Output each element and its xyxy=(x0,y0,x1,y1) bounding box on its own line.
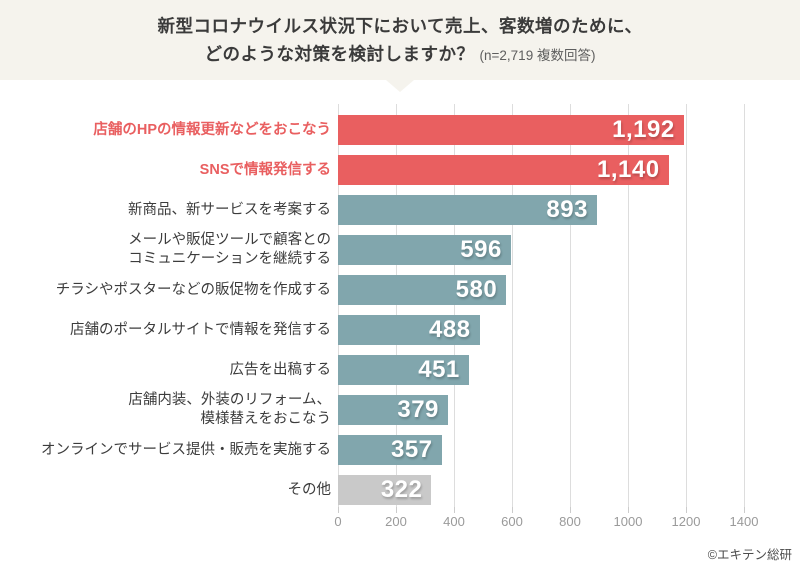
bar-value-label: 357 xyxy=(390,436,433,463)
axis-tick-label: 1400 xyxy=(729,514,759,529)
chart-row: 店舗内装、外装のリフォーム、 模様替えをおこなう 379 xyxy=(0,390,800,430)
bar-value-label: 893 xyxy=(546,196,588,223)
bar: 596 xyxy=(338,235,511,265)
axis-tick-label: 600 xyxy=(501,514,523,529)
category-label: 店舗のHPの情報更新などをおこなう xyxy=(93,121,331,138)
chart-row: SNSで情報発信する 1,140 xyxy=(0,150,800,190)
chart-title: 新型コロナウイルス状況下において売上、客数増のために、 どのような対策を検討しま… xyxy=(158,11,643,69)
bar-value-label: 322 xyxy=(380,476,423,503)
category-label: メールや販促ツールで顧客との コミュニケーションを継続する xyxy=(128,232,331,267)
bar-value-label: 488 xyxy=(428,316,471,343)
category-label: 広告を出稿する xyxy=(229,361,332,378)
bar: 580 xyxy=(338,275,507,305)
grid-line-800 xyxy=(570,104,571,507)
bar: 488 xyxy=(338,315,480,345)
grid-line-200 xyxy=(396,104,397,507)
grid-line-1200 xyxy=(686,104,687,507)
bar: 451 xyxy=(338,355,469,385)
bar-value-label: 1,192 xyxy=(612,116,675,143)
sample-size-note: (n=2,719 複数回答) xyxy=(479,48,596,63)
chart-row: 広告を出稿する 451 xyxy=(0,350,800,390)
chart-row: 新商品、新サービスを考案する 893 xyxy=(0,190,800,230)
bar: 357 xyxy=(338,435,442,465)
chart-title-text-2: どのような対策を検討しますか？ xyxy=(204,44,475,64)
chart-row: 店舗のポータルサイトで情報を発信する 488 xyxy=(0,310,800,350)
chart-row: 店舗のHPの情報更新などをおこなう 1,192 xyxy=(0,110,800,150)
axis-tick-mark-0 xyxy=(338,507,339,513)
grid-line-400 xyxy=(454,104,455,507)
chart-row: その他 322 xyxy=(0,470,800,510)
chart-row: オンラインでサービス提供・販売を実施する 357 xyxy=(0,430,800,470)
bar-value-label: 379 xyxy=(397,396,439,423)
axis-tick-mark-800 xyxy=(570,507,571,513)
category-label: 店舗内装、外装のリフォーム、 模様替えをおこなう xyxy=(128,392,331,427)
bar: 893 xyxy=(338,195,597,225)
axis-tick-label: 800 xyxy=(559,514,581,529)
axis-tick-label: 0 xyxy=(334,514,342,529)
axis-tick-mark-200 xyxy=(396,507,397,513)
axis-tick-mark-1400 xyxy=(744,507,745,513)
axis-tick-mark-1200 xyxy=(686,507,687,513)
gridlines xyxy=(338,104,768,507)
grid-line-600 xyxy=(512,104,513,507)
category-label: チラシやポスターなどの販促物を作成する xyxy=(55,281,331,298)
bar: 322 xyxy=(338,475,432,505)
axis-tick-mark-400 xyxy=(454,507,455,513)
bar-value-label: 1,140 xyxy=(597,156,660,183)
category-label: SNSで情報発信する xyxy=(199,161,331,178)
bar: 379 xyxy=(338,395,448,425)
chart-header: 新型コロナウイルス状況下において売上、客数増のために、 どのような対策を検討しま… xyxy=(0,0,800,80)
category-label: オンラインでサービス提供・販売を実施する xyxy=(41,441,331,458)
header-notch-triangle xyxy=(386,80,414,92)
bar-value-label: 451 xyxy=(418,356,460,383)
axis-tick-label: 1000 xyxy=(613,514,643,529)
x-axis: 0 200 400 600 800 1000 1200 1400 xyxy=(0,507,800,537)
axis-tick-mark-600 xyxy=(512,507,513,513)
category-label: 店舗のポータルサイトで情報を発信する xyxy=(70,321,331,338)
chart-title-line2: どのような対策を検討しますか？ (n=2,719 複数回答) xyxy=(158,41,643,69)
bar: 1,140 xyxy=(338,155,669,185)
chart-title-line1: 新型コロナウイルス状況下において売上、客数増のために、 xyxy=(158,13,643,41)
axis-tick-label: 1200 xyxy=(671,514,701,529)
axis-tick-mark-1000 xyxy=(628,507,629,513)
copyright-credit: ©エキテン総研 xyxy=(707,548,792,562)
grid-line-1400 xyxy=(744,104,745,507)
category-label: その他 xyxy=(287,481,332,498)
chart-row: チラシやポスターなどの販促物を作成する 580 xyxy=(0,270,800,310)
category-label: 新商品、新サービスを考案する xyxy=(128,201,331,218)
bar-value-label: 596 xyxy=(460,236,502,263)
grid-line-1000 xyxy=(628,104,629,507)
grid-line-0 xyxy=(338,104,339,507)
axis-tick-label: 400 xyxy=(443,514,465,529)
bar-value-label: 580 xyxy=(455,276,498,303)
axis-tick-label: 200 xyxy=(385,514,407,529)
chart-row: メールや販促ツールで顧客との コミュニケーションを継続する 596 xyxy=(0,230,800,270)
bar: 1,192 xyxy=(338,115,684,145)
chart-title-text-1: 新型コロナウイルス状況下において売上、客数増のために、 xyxy=(157,16,643,36)
